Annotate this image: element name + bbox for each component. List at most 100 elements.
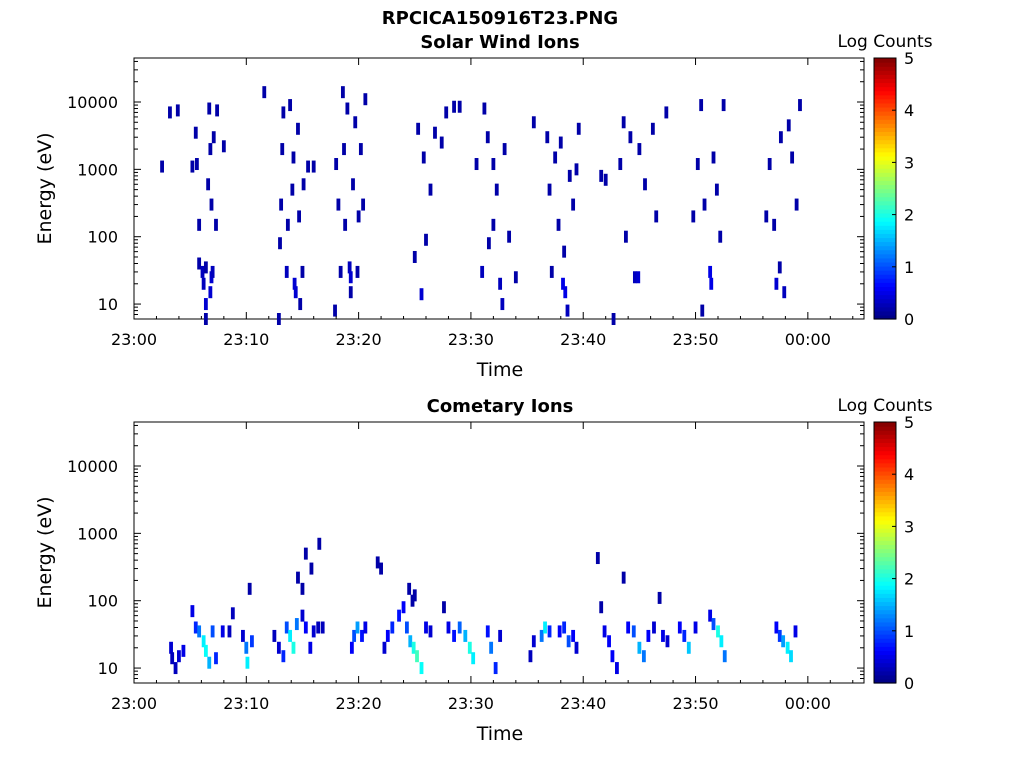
data-cell [693, 621, 698, 634]
data-cell [480, 265, 485, 278]
data-cell [348, 271, 353, 284]
colorbar-label: Log Counts [837, 396, 932, 416]
y-tick-label: 100 [87, 592, 118, 611]
colorbar-segment [874, 217, 896, 222]
data-cell [303, 621, 308, 634]
data-cell [361, 198, 366, 211]
colorbar-tick-label: 1 [904, 258, 914, 277]
data-cell [320, 621, 325, 634]
data-cell [290, 183, 295, 196]
data-cell [774, 277, 779, 290]
colorbar-segment [874, 164, 896, 169]
data-cell [513, 271, 518, 284]
data-cell [170, 652, 175, 665]
colorbar-segment [874, 168, 896, 173]
data-cell [547, 183, 552, 196]
data-cell [610, 650, 615, 663]
data-cell [230, 607, 235, 620]
data-cell [297, 210, 302, 223]
data-cell [457, 621, 462, 634]
data-cell [206, 178, 211, 191]
colorbar-segment [874, 658, 896, 664]
data-cell [177, 650, 181, 663]
data-cell [607, 635, 611, 648]
colorbar-segment [874, 290, 896, 296]
data-cell [390, 621, 395, 634]
data-cell [334, 158, 339, 171]
data-cell [539, 629, 544, 642]
colorbar-tick-label: 4 [904, 101, 914, 120]
data-cell [296, 571, 300, 584]
colorbar-segment [874, 678, 896, 684]
data-cell [558, 136, 563, 149]
data-cell [482, 102, 487, 115]
colorbar-segment [874, 58, 896, 63]
data-cell [574, 641, 579, 654]
y-tick-label: 10000 [67, 457, 118, 476]
data-cell [333, 304, 337, 317]
data-cell [412, 250, 417, 263]
data-cell [311, 625, 316, 638]
data-cell [661, 629, 665, 642]
colorbar-segment [874, 115, 896, 120]
colorbar-segment [874, 556, 896, 562]
data-cell [782, 286, 787, 299]
colorbar-segment [874, 188, 896, 194]
data-cell [452, 100, 456, 113]
data-cell [621, 571, 626, 584]
colorbar-segment [874, 491, 896, 497]
colorbar-segment [874, 642, 896, 647]
data-cell [201, 277, 206, 290]
plot-area [133, 57, 865, 320]
data-cell [203, 298, 208, 311]
colorbar-segment [874, 662, 896, 668]
y-tick-label: 1000 [77, 524, 118, 543]
colorbar-segment [874, 625, 896, 631]
data-cell [294, 618, 299, 631]
data-cell [677, 621, 682, 634]
data-cell [197, 257, 202, 270]
colorbar-segment [874, 253, 896, 259]
data-cell [646, 629, 651, 642]
data-cell [781, 635, 786, 648]
colorbar-segment [874, 540, 896, 545]
data-cell [276, 641, 281, 654]
data-cell [193, 621, 198, 634]
data-cell [565, 304, 570, 317]
colorbar-segment [874, 454, 896, 460]
colorbar-tick-label: 2 [904, 206, 914, 225]
data-cell [562, 245, 567, 258]
x-tick-label: 23:10 [223, 330, 269, 349]
data-cells [160, 86, 802, 325]
colorbar-segment [874, 66, 896, 71]
data-cell [300, 582, 305, 595]
data-cell [342, 143, 346, 156]
data-cell [531, 116, 536, 129]
colorbar-segment [874, 298, 896, 304]
colorbar-tick-label: 0 [904, 674, 914, 693]
colorbar-segment [874, 180, 896, 186]
plot-area [133, 421, 865, 684]
data-cell [352, 629, 357, 642]
data-cell [571, 629, 576, 642]
colorbar-segment [874, 229, 896, 234]
data-cell [200, 265, 205, 278]
x-tick-label: 23:10 [223, 694, 269, 713]
colorbar-segment [874, 212, 896, 218]
colorbar-segment [874, 519, 896, 525]
data-cell [385, 629, 390, 642]
colorbar-segment [874, 119, 896, 124]
colorbar-segment [874, 106, 896, 112]
colorbar-segment [874, 674, 896, 680]
data-cell [284, 265, 289, 278]
data-cell [421, 151, 426, 164]
data-cell [500, 298, 505, 311]
data-cell [463, 629, 468, 642]
colorbar-segment [874, 479, 896, 484]
data-cell [220, 625, 225, 638]
data-cell [553, 151, 558, 164]
data-cell [181, 644, 186, 657]
colorbar-segment [874, 585, 896, 590]
x-tick-label: 23:20 [336, 694, 382, 713]
data-cell [777, 261, 782, 274]
